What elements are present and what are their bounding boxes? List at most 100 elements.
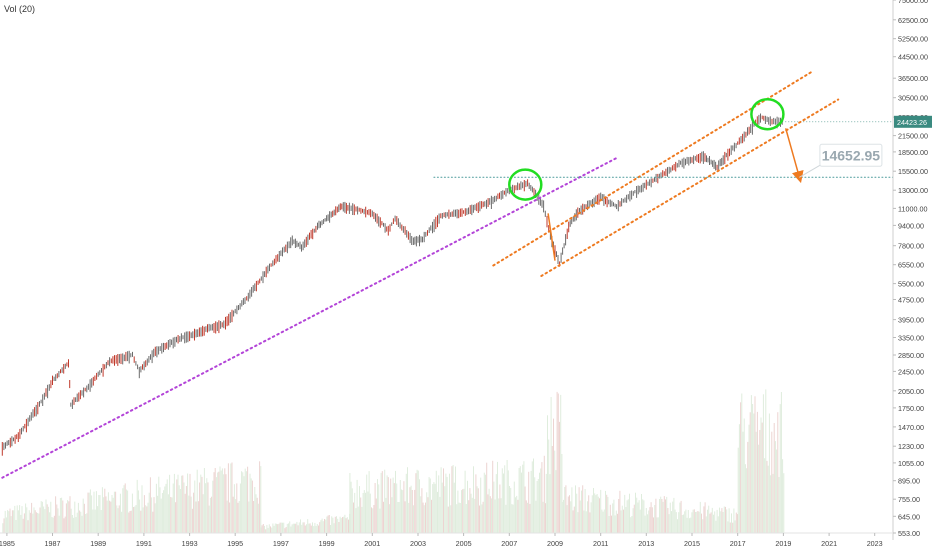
y-tick-label: 5500.00 <box>898 280 924 289</box>
volume-bar <box>74 501 76 533</box>
volume-bar <box>517 499 519 533</box>
price-candles <box>1 113 783 456</box>
volume-bar <box>251 480 253 533</box>
volume-bar <box>208 505 210 533</box>
volume-bar <box>316 524 318 533</box>
volume-bar <box>429 478 431 533</box>
volume-bar <box>707 509 708 533</box>
volume-bar <box>249 473 251 533</box>
volume-bar <box>276 523 277 533</box>
volume-bar <box>308 523 310 533</box>
volume-bar <box>236 483 238 533</box>
volume-bar <box>68 501 70 533</box>
volume-bar <box>583 510 585 533</box>
volume-bar <box>379 508 381 533</box>
volume-bar <box>506 460 508 533</box>
volume-bar <box>396 483 398 533</box>
volume-bar <box>776 449 778 533</box>
volume-bar <box>383 501 384 533</box>
volume-bar <box>411 490 413 533</box>
volume-bar <box>75 517 77 533</box>
volume-bar <box>512 504 514 533</box>
volume-bar <box>330 525 331 533</box>
volume-bar <box>767 465 769 533</box>
volume-bar <box>597 496 599 533</box>
volume-bar <box>747 441 749 533</box>
volume-bar <box>403 481 405 533</box>
volume-bar <box>314 522 316 533</box>
volume-bar <box>446 476 448 533</box>
volume-bar <box>310 525 312 533</box>
volume-bar <box>98 495 100 533</box>
volume-bar <box>191 508 193 533</box>
volume-bar <box>351 488 353 533</box>
volume-bar <box>531 461 533 533</box>
volume-bar <box>58 515 60 533</box>
volume-bar <box>479 505 480 533</box>
volume-bar <box>188 495 190 533</box>
volume-bar <box>420 496 422 533</box>
y-tick-label: 62500.00 <box>898 16 928 25</box>
volume-bar <box>136 479 138 533</box>
volume-bar <box>183 482 185 533</box>
volume-bar <box>369 493 371 533</box>
volume-bar <box>704 502 706 533</box>
x-tick-label: 1997 <box>273 539 289 548</box>
volume-bar <box>155 483 157 533</box>
volume-bar <box>324 519 325 533</box>
volume-bar <box>362 493 364 533</box>
volume-bar <box>471 497 473 533</box>
volume-bar <box>218 471 220 533</box>
volume-bar <box>762 394 764 533</box>
volume-bar <box>708 505 710 533</box>
volume-bar <box>229 502 231 533</box>
volume-bar <box>220 470 222 533</box>
volume-bar <box>505 504 507 533</box>
volume-bar <box>93 491 95 533</box>
volume-bar <box>477 488 479 533</box>
volume-bar <box>481 504 483 533</box>
volume-bar <box>377 479 378 533</box>
volume-bar <box>578 487 580 533</box>
volume-bar <box>437 491 438 533</box>
volume-bar <box>524 486 526 533</box>
volume-bar <box>774 441 776 533</box>
volume-bar <box>374 483 376 533</box>
volume-bar <box>427 497 429 533</box>
volume-bar <box>154 503 156 533</box>
volume-bar <box>173 473 175 533</box>
volume-bar <box>666 496 668 533</box>
trendline-support <box>1 157 618 479</box>
volume-bar <box>3 518 5 533</box>
y-tick-label: 1470.00 <box>898 423 924 432</box>
volume-bar <box>103 497 105 533</box>
last-price-badge-bg <box>894 115 932 128</box>
volume-bar <box>187 473 189 533</box>
volume-bar <box>5 517 7 533</box>
volume-bar <box>581 490 582 533</box>
volume-bar <box>27 520 29 533</box>
volume-bar <box>438 475 440 533</box>
volume-bar <box>194 480 196 533</box>
volume-bar <box>297 525 299 533</box>
volume-bar <box>242 472 244 533</box>
volume-bar <box>301 524 303 533</box>
volume-bar <box>780 392 782 533</box>
volume-bar <box>647 514 648 533</box>
x-tick-label: 1989 <box>90 539 106 548</box>
volume-bar <box>105 496 107 533</box>
volume-bar <box>190 496 192 533</box>
x-tick-label: 1987 <box>45 539 61 548</box>
volume-bar <box>101 487 103 533</box>
volume-bar <box>590 502 592 533</box>
volume-bar <box>357 506 359 533</box>
volume-bar <box>392 477 394 533</box>
volume-bar <box>159 487 161 533</box>
volume-indicator-label[interactable]: Vol (20) <box>4 4 36 14</box>
volume-bar <box>339 516 341 533</box>
volume-bar <box>435 470 437 533</box>
volume-bar <box>230 463 232 533</box>
volume-bar <box>719 507 720 533</box>
